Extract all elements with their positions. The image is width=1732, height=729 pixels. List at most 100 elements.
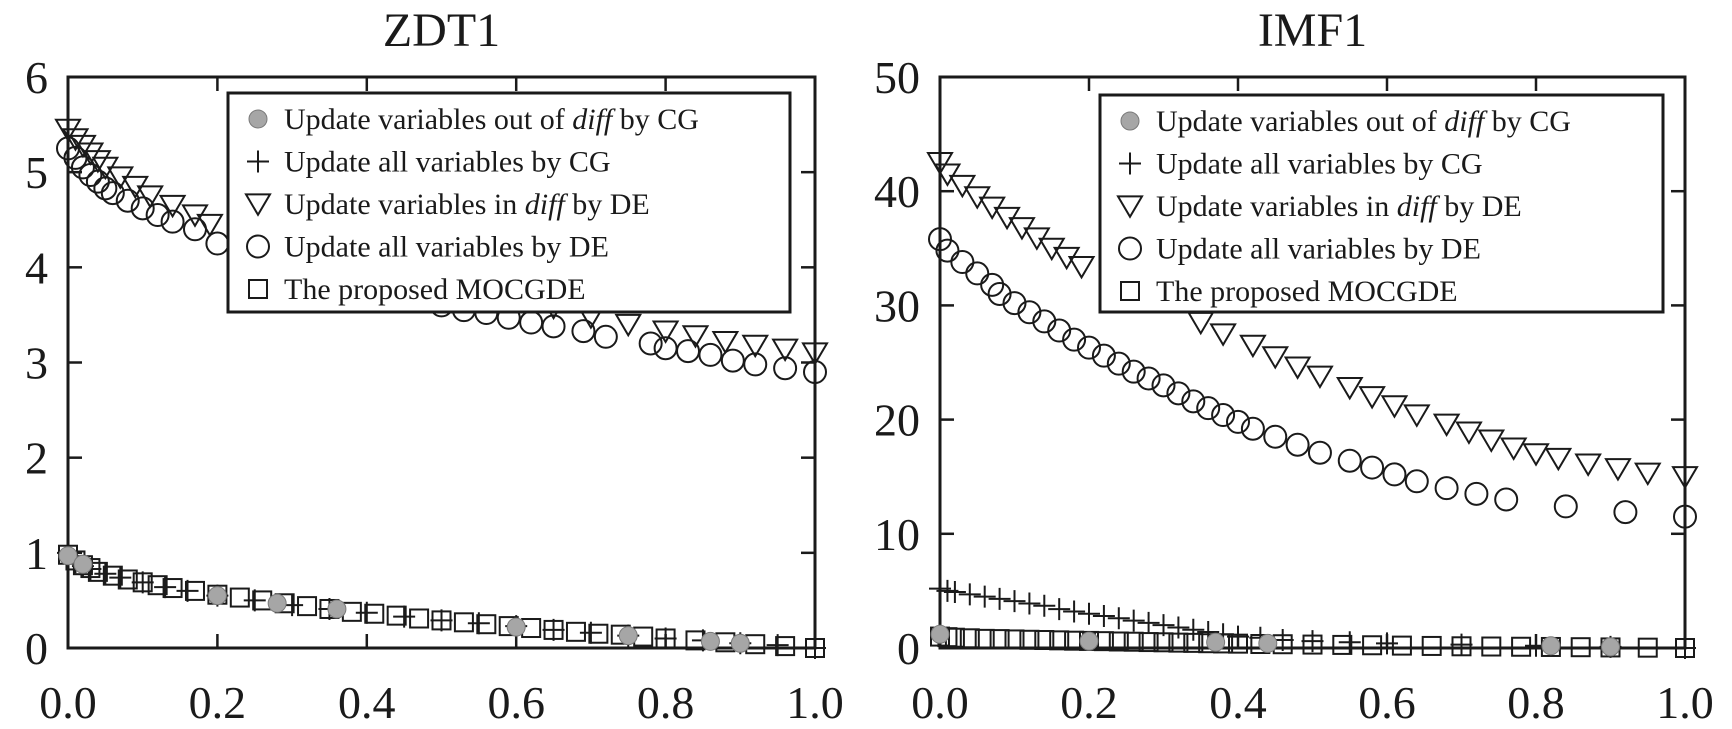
data-point [988,587,1011,610]
data-point [1332,634,1353,655]
legend-label: Update variables in diff by DE [1156,190,1522,223]
data-point [542,618,565,641]
data-point [1151,373,1176,398]
data-point [730,633,750,653]
data-point [711,330,740,355]
data-point [1052,246,1081,271]
data-point [1038,237,1066,262]
y-tick-label: 3 [25,338,48,389]
data-point [1673,504,1697,529]
x-tick-label: 0.4 [1209,677,1267,728]
data-point [1285,432,1310,457]
data-point [1240,416,1265,441]
legend-label: Update all variables by CG [284,146,611,179]
data-point [1048,598,1071,621]
x-tick-label: 0.6 [487,677,545,728]
data-point [1360,455,1385,480]
data-point [229,587,250,608]
legend-marker [1120,281,1140,301]
x-tick-label: 1.0 [786,677,844,728]
data-point [935,238,960,263]
legend-marker [1118,236,1142,261]
data-point [243,589,266,612]
data-point [801,342,829,366]
data-point [1553,494,1578,519]
data-point [1671,466,1699,490]
data-point [1107,607,1130,630]
data-point [766,634,789,657]
data-point [1002,291,1027,316]
legend-marker [248,279,268,299]
legend-marker [1116,195,1144,219]
data-point [73,554,93,574]
data-point [1613,500,1638,525]
data-point [1637,637,1658,658]
data-point [196,213,224,238]
data-point [207,586,227,606]
data-point [154,576,177,599]
data-point [614,313,642,338]
legend: Update variables out of diff by CG Update… [226,91,792,314]
series-filled-circle [58,546,750,653]
data-point [87,561,108,582]
data-point [803,360,827,385]
data-point [1434,476,1459,501]
data-point [1122,609,1145,632]
y-tick-label: 50 [874,52,920,103]
data-point [973,585,996,608]
data-point [1078,602,1100,625]
data-point [743,352,768,377]
data-point [950,250,975,275]
legend-marker [1119,152,1141,175]
x-tick-label: 0.4 [338,677,396,728]
data-point [1047,318,1072,343]
data-point [926,152,954,176]
data-point [618,626,638,646]
data-point [1258,633,1278,653]
data-point [1362,635,1383,656]
data-point [1380,395,1409,419]
series-triangle-down [54,118,829,366]
data-point [1541,636,1561,656]
data-point [1032,309,1057,334]
data-point [1604,458,1632,482]
x-tick-label: 0.8 [1507,677,1565,728]
data-point [506,617,526,637]
data-point [1376,632,1398,655]
data-point [519,310,544,335]
x-tick-label: 0.2 [1060,677,1118,728]
data-point [327,599,347,619]
data-point [1522,443,1550,467]
data-point [571,319,596,344]
data-point [1063,600,1086,623]
data-point [1019,629,1040,650]
data-point [1034,630,1055,651]
data-point [1450,633,1473,656]
data-point [698,342,723,367]
data-point [1477,429,1506,453]
data-point [1336,377,1364,401]
y-tick-label: 0 [897,623,920,674]
data-point [651,320,680,344]
data-point [1196,396,1221,421]
chart-zdt1: ZDT1 0 1 2 3 4 5 6 0.0 0.2 0.4 0.6 0.8 1.0 Update vari… [25,4,844,728]
legend-label: The proposed MOCGDE [284,273,586,306]
data-point [1481,636,1502,657]
data-point [1403,404,1431,428]
data-point [676,339,701,364]
data-point [160,209,185,234]
y-tick-label: 6 [25,52,48,103]
legend-marker [247,150,269,173]
data-point [1181,389,1206,414]
y-tick-label: 1 [25,528,48,579]
legend-label: Update variables in diff by DE [284,188,650,221]
data-point [355,601,378,624]
series-filled-circle [930,624,1620,657]
data-point [61,128,90,152]
legend-marker [244,193,272,217]
series-circle [928,227,1697,529]
data-point [1187,311,1215,336]
data-point [76,142,105,166]
data-point [1136,366,1161,391]
